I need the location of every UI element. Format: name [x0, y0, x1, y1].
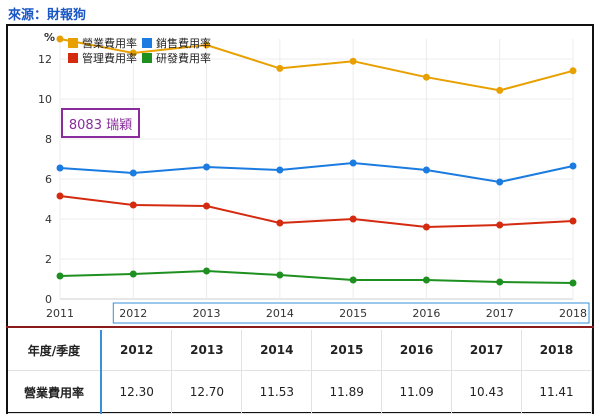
data-point: [569, 162, 577, 170]
table-header-row: 年度/季度 2012 2013 2014 2015 2016 2017 2018: [8, 330, 592, 371]
table-cell: 10.43: [451, 370, 523, 414]
data-point: [56, 164, 64, 172]
data-point: [569, 279, 577, 287]
data-point: [203, 163, 211, 171]
legend-label: 管理費用率: [82, 51, 137, 65]
table-header-year: 2017: [451, 330, 523, 371]
data-point: [496, 278, 504, 286]
table-cell: 11.09: [381, 370, 453, 414]
stock-label: 8083 瑞穎: [68, 117, 133, 133]
data-point: [276, 166, 284, 174]
data-point: [56, 272, 64, 280]
x-tick-label: 2017: [486, 307, 514, 320]
data-point: [349, 57, 357, 65]
table-row-label: 營業費用率: [8, 370, 102, 414]
table-cell: 11.53: [241, 370, 313, 414]
data-point: [422, 73, 430, 81]
data-point: [203, 267, 211, 275]
data-point: [203, 202, 211, 210]
table-cell: 11.41: [521, 370, 592, 414]
table-header-year: 2016: [381, 330, 453, 371]
series-layer: [56, 35, 577, 287]
x-tick-label: 2016: [412, 307, 440, 320]
y-tick-label: 0: [45, 293, 52, 306]
data-point: [129, 169, 137, 177]
y-tick-label: 4: [45, 213, 52, 226]
table-header-year: 2015: [311, 330, 383, 371]
series-line: [59, 195, 574, 229]
table-header-year: 2014: [241, 330, 313, 371]
x-tick-label: 2018: [559, 307, 587, 320]
data-point: [129, 201, 137, 209]
line-chart: 0 2 4 6 8 10 12 2011 2012 2013 2014 2015 2016 2017 201…: [38, 31, 590, 324]
data-point: [569, 217, 577, 225]
range-selector: [112, 302, 590, 324]
data-point: [276, 271, 284, 279]
data-point: [56, 192, 64, 200]
data-point: [496, 221, 504, 229]
series-line: [59, 161, 574, 184]
data-point: [422, 276, 430, 284]
table-header-year: 2012: [101, 330, 173, 371]
series-line: [59, 38, 574, 92]
y-axis-unit: %: [44, 31, 55, 44]
source-label: 來源：財報狗: [8, 8, 87, 23]
data-point: [276, 64, 284, 72]
table-header-year: 2018: [521, 330, 592, 371]
stock-label-box: 8083 瑞穎: [61, 108, 140, 138]
legend-label: 營業費用率: [82, 36, 137, 50]
y-tick-label: 10: [38, 93, 52, 106]
x-tick-label: 2011: [46, 307, 74, 320]
x-tick-label: 2014: [266, 307, 294, 320]
data-point: [569, 67, 577, 75]
section-divider: [6, 326, 594, 328]
table-cell: 12.30: [101, 370, 173, 414]
x-tick-label: 2013: [193, 307, 221, 320]
table-row: 營業費用率 12.30 12.70 11.53 11.89 11.09 10.4…: [8, 370, 592, 414]
legend-label: 銷售費用率: [156, 36, 211, 50]
x-tick-label: 2012: [119, 307, 147, 320]
data-point: [129, 49, 137, 57]
x-tick-label: 2015: [339, 307, 367, 320]
series-line: [59, 269, 574, 284]
data-point: [56, 35, 64, 43]
data-point: [422, 223, 430, 231]
data-point: [276, 219, 284, 227]
legend-swatch: [142, 53, 152, 63]
data-table: 年度/季度 2012 2013 2014 2015 2016 2017 2018…: [8, 330, 592, 414]
data-point: [349, 215, 357, 223]
data-point: [349, 276, 357, 284]
y-tick-label: 6: [45, 173, 52, 186]
data-point: [129, 270, 137, 278]
table-cell: 12.70: [171, 370, 243, 414]
y-tick-label: 8: [45, 133, 52, 146]
table-header-label: 年度/季度: [8, 330, 102, 371]
y-tick-label: 2: [45, 253, 52, 266]
legend-swatch: [142, 38, 152, 48]
y-tick-label: 12: [38, 53, 52, 66]
legend-label: 研發費用率: [156, 51, 211, 65]
data-point: [496, 86, 504, 94]
data-point: [496, 178, 504, 186]
data-point: [422, 166, 430, 174]
legend-swatch: [68, 38, 78, 48]
axis-layer: 0 2 4 6 8 10 12 2011 2012 2013 2014 2015 2016 2017 201…: [38, 31, 590, 324]
data-point: [203, 41, 211, 49]
data-point: [349, 159, 357, 167]
grid-layer: [59, 39, 574, 300]
table-cell: 11.89: [311, 370, 383, 414]
legend-swatch: [68, 53, 78, 63]
table-header-year: 2013: [171, 330, 243, 371]
